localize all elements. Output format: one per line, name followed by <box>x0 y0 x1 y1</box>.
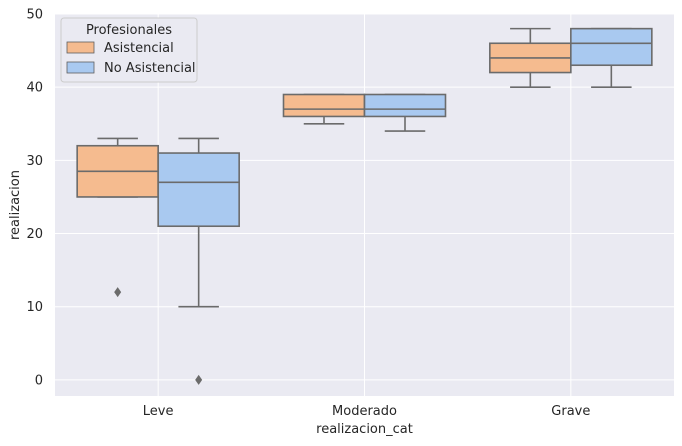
legend: Profesionales Asistencial No Asistencial <box>60 17 198 83</box>
x-tick-labels: Leve Moderado Grave <box>143 404 591 419</box>
legend-swatch-asistencial <box>66 41 95 54</box>
y-tick-label: 30 <box>26 154 43 169</box>
y-axis-title: realizacion <box>8 170 23 240</box>
outlier-asistencial-leve <box>114 287 122 298</box>
legend-label-asistencial: Asistencial <box>104 41 174 56</box>
box-no-asistencial-moderado <box>363 93 447 118</box>
box-no-asistencial-leve <box>157 152 240 228</box>
box-asistencial-moderado <box>282 93 366 118</box>
x-tick-label: Moderado <box>332 404 397 419</box>
y-tick-label: 20 <box>26 227 43 242</box>
y-tick-labels: 0 10 20 30 40 50 <box>26 8 43 389</box>
y-tick-label: 50 <box>26 8 43 23</box>
x-tick-label: Leve <box>143 404 174 419</box>
x-axis-title: realizacion_cat <box>316 422 413 437</box>
legend-title: Profesionales <box>86 23 172 38</box>
y-tick-label: 40 <box>26 81 43 96</box>
y-tick-label: 0 <box>35 373 43 388</box>
boxes-layer <box>76 27 653 385</box>
y-tick-label: 10 <box>26 300 43 315</box>
outlier-no-asistencial-leve <box>195 374 203 385</box>
legend-swatch-no-asistencial <box>66 61 95 74</box>
legend-frame <box>60 17 198 83</box>
box-no-asistencial-grave <box>570 27 653 67</box>
x-tick-label: Grave <box>551 404 590 419</box>
legend-label-no-asistencial: No Asistencial <box>104 61 196 76</box>
